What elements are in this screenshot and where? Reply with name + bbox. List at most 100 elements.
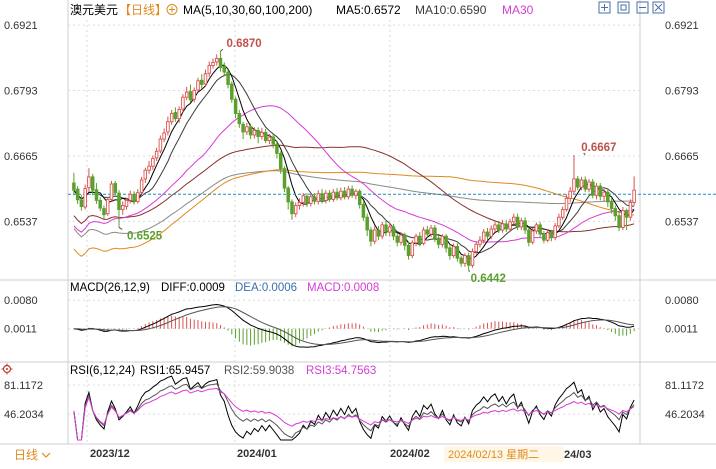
candle[interactable] bbox=[587, 178, 591, 193]
candle[interactable] bbox=[207, 61, 212, 77]
restore-icon[interactable] bbox=[617, 1, 630, 14]
candle[interactable] bbox=[376, 225, 381, 241]
candle[interactable] bbox=[440, 234, 445, 248]
candle[interactable] bbox=[632, 176, 636, 206]
candle[interactable] bbox=[327, 190, 332, 202]
candle[interactable] bbox=[624, 208, 629, 231]
candle[interactable] bbox=[515, 213, 520, 231]
candle[interactable] bbox=[181, 94, 185, 113]
candle[interactable] bbox=[147, 161, 151, 174]
candle[interactable] bbox=[72, 172, 76, 196]
candle[interactable] bbox=[572, 154, 576, 195]
candle[interactable] bbox=[523, 217, 527, 235]
candle[interactable] bbox=[316, 190, 321, 205]
candle[interactable] bbox=[549, 230, 554, 242]
candle[interactable] bbox=[75, 186, 80, 204]
candle[interactable] bbox=[557, 213, 561, 228]
candle[interactable] bbox=[545, 230, 550, 243]
close-icon[interactable] bbox=[652, 1, 665, 14]
candle[interactable] bbox=[248, 123, 253, 140]
candle[interactable] bbox=[508, 218, 512, 233]
candle[interactable] bbox=[218, 51, 223, 72]
candle[interactable] bbox=[560, 206, 565, 220]
candle[interactable] bbox=[169, 109, 174, 125]
candle[interactable] bbox=[136, 189, 140, 204]
candle[interactable] bbox=[290, 199, 294, 220]
candle[interactable] bbox=[530, 227, 535, 245]
candle[interactable] bbox=[444, 234, 448, 253]
candle[interactable] bbox=[105, 196, 110, 216]
candle[interactable] bbox=[534, 222, 539, 235]
candle[interactable] bbox=[230, 81, 234, 103]
candle[interactable] bbox=[568, 187, 572, 202]
candle[interactable] bbox=[166, 116, 170, 136]
candle[interactable] bbox=[132, 191, 136, 205]
candle[interactable] bbox=[286, 186, 290, 210]
plus-circle-icon[interactable] bbox=[166, 4, 178, 15]
candle[interactable] bbox=[527, 227, 531, 247]
candle[interactable] bbox=[542, 231, 546, 244]
candle[interactable] bbox=[369, 226, 373, 247]
candle[interactable] bbox=[339, 187, 343, 201]
candle[interactable] bbox=[617, 212, 621, 232]
candle[interactable] bbox=[575, 175, 580, 191]
candle[interactable] bbox=[151, 155, 155, 170]
candle[interactable] bbox=[196, 77, 200, 93]
candle[interactable] bbox=[474, 241, 478, 255]
candle[interactable] bbox=[512, 213, 516, 225]
candle[interactable] bbox=[305, 193, 309, 208]
candle[interactable] bbox=[252, 127, 257, 139]
candle[interactable] bbox=[226, 69, 230, 89]
candle[interactable] bbox=[403, 232, 407, 251]
candle[interactable] bbox=[324, 190, 328, 204]
candle[interactable] bbox=[489, 225, 494, 240]
candle[interactable] bbox=[260, 127, 264, 140]
candle[interactable] bbox=[158, 135, 163, 154]
candle[interactable] bbox=[591, 178, 595, 199]
candle[interactable] bbox=[90, 173, 95, 196]
candle[interactable] bbox=[384, 220, 388, 237]
candle[interactable] bbox=[391, 223, 396, 241]
candle[interactable] bbox=[361, 201, 366, 221]
candle[interactable] bbox=[233, 96, 238, 119]
candle[interactable] bbox=[606, 189, 610, 208]
candle[interactable] bbox=[425, 225, 430, 238]
candle[interactable] bbox=[414, 233, 418, 247]
candle[interactable] bbox=[79, 194, 84, 211]
candle[interactable] bbox=[121, 201, 125, 215]
candle[interactable] bbox=[609, 198, 614, 214]
candle[interactable] bbox=[459, 255, 463, 267]
candle[interactable] bbox=[429, 224, 433, 238]
candle[interactable] bbox=[399, 232, 403, 246]
candle[interactable] bbox=[504, 219, 509, 233]
candle[interactable] bbox=[433, 224, 437, 243]
candle[interactable] bbox=[177, 106, 181, 123]
candle[interactable] bbox=[613, 205, 618, 221]
candle[interactable] bbox=[410, 240, 415, 259]
candle[interactable] bbox=[481, 228, 486, 244]
candle[interactable] bbox=[271, 133, 275, 149]
candle[interactable] bbox=[297, 198, 302, 210]
candle[interactable] bbox=[293, 202, 298, 218]
candle[interactable] bbox=[154, 147, 159, 162]
collapse-icon[interactable] bbox=[636, 1, 649, 14]
candle[interactable] bbox=[387, 222, 392, 237]
period-label[interactable]: 【日线】 bbox=[119, 3, 167, 17]
candle[interactable] bbox=[173, 107, 178, 122]
candle[interactable] bbox=[320, 189, 324, 204]
candle[interactable] bbox=[538, 221, 542, 238]
candle[interactable] bbox=[263, 128, 268, 144]
candle[interactable] bbox=[564, 194, 569, 212]
candle[interactable] bbox=[463, 253, 467, 267]
candle[interactable] bbox=[98, 197, 102, 212]
candle[interactable] bbox=[245, 122, 249, 135]
candle[interactable] bbox=[109, 180, 114, 202]
candle[interactable] bbox=[365, 213, 369, 237]
candle[interactable] bbox=[117, 190, 121, 228]
candle[interactable] bbox=[485, 227, 490, 241]
candle[interactable] bbox=[602, 189, 606, 202]
candle[interactable] bbox=[267, 133, 272, 145]
candle[interactable] bbox=[372, 225, 377, 245]
candle[interactable] bbox=[162, 128, 166, 143]
candle[interactable] bbox=[354, 189, 358, 200]
